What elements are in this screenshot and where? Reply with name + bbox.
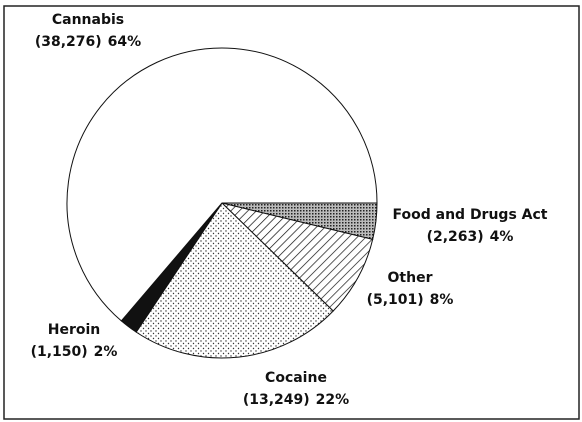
slice-percent: 2% (94, 344, 118, 360)
slice-value-label: (13,249) 22% (243, 392, 349, 408)
slice-count: (13,249) (243, 392, 310, 408)
slice-label: Other (388, 270, 433, 286)
slice-percent: 22% (316, 392, 350, 408)
pie-slice (135, 202, 334, 359)
slice-count: (2,263) (427, 229, 484, 245)
slice-count: (38,276) (35, 34, 102, 50)
slice-value-label: (38,276) 64% (35, 34, 141, 50)
slice-value-label: (1,150) 2% (31, 344, 118, 360)
pie-slice (66, 47, 378, 322)
slice-label: Heroin (48, 322, 101, 338)
slice-label: Cocaine (265, 370, 327, 386)
slice-label: Cannabis (52, 12, 124, 28)
slice-label: Food and Drugs Act (393, 207, 548, 223)
slice-percent: 4% (490, 229, 514, 245)
slice-percent: 64% (108, 34, 142, 50)
slice-percent: 8% (430, 292, 454, 308)
slice-value-label: (5,101) 8% (367, 292, 454, 308)
frame (3, 5, 580, 420)
slice-value-label: (2,263) 4% (427, 229, 514, 245)
slice-count: (5,101) (367, 292, 424, 308)
slice-count: (1,150) (31, 344, 88, 360)
